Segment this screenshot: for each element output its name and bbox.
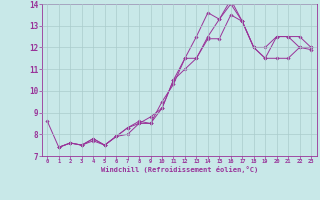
X-axis label: Windchill (Refroidissement éolien,°C): Windchill (Refroidissement éolien,°C)	[100, 166, 258, 173]
